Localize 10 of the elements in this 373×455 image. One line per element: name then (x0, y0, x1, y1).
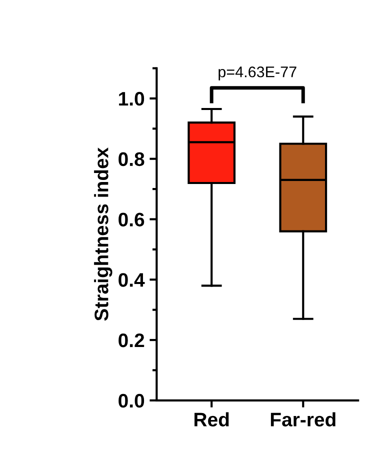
x-tick-label: Far-red (270, 412, 336, 426)
y-tick-label: 0.6 (118, 212, 144, 226)
y-axis-title: Straightness index (94, 147, 112, 321)
y-tick-label: 0.8 (118, 152, 144, 166)
y-tick-label: 0.4 (118, 273, 145, 287)
x-tick-label: Red (194, 412, 229, 426)
y-tick-label: 0.0 (118, 394, 144, 408)
annotation: p=4.63E-77 (218, 66, 296, 80)
y-tick-label: 0.2 (118, 333, 144, 348)
y-tick-label: 1.0 (119, 92, 144, 106)
